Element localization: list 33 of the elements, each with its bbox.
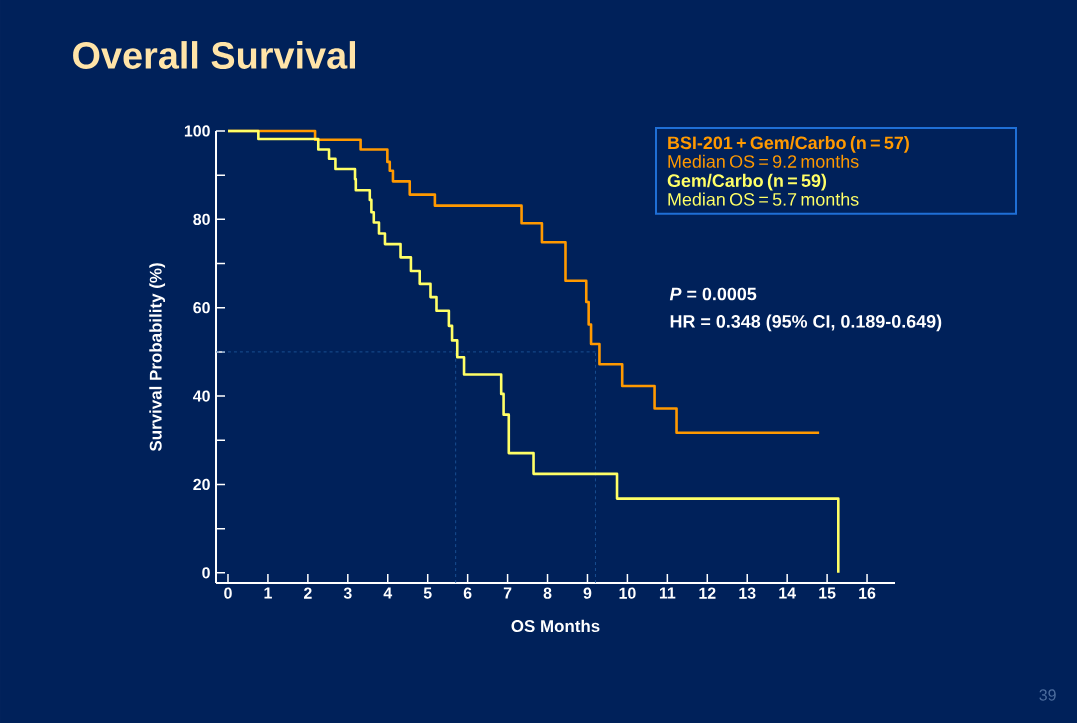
x-tick-label: 15 — [819, 587, 836, 599]
x-tick-label: 7 — [503, 587, 512, 599]
x-tick-label: 1 — [264, 587, 272, 599]
x-tick-label: 0 — [224, 587, 232, 599]
x-tick-label: 8 — [543, 587, 552, 599]
x-tick-label: 16 — [859, 587, 876, 599]
x-tick-label: 12 — [699, 587, 716, 599]
chart-title: Overall Survival — [73, 41, 356, 69]
annotation: Median OS = 5.7 months — [668, 192, 859, 206]
x-tick-label: 6 — [463, 587, 472, 599]
x-tick-label: 10 — [619, 587, 636, 599]
x-tick-label: 13 — [739, 587, 756, 599]
x-tick-label: 2 — [303, 587, 312, 599]
y-tick-label: 40 — [192, 390, 210, 402]
x-tick-label: 5 — [423, 587, 432, 599]
x-tick-label: 11 — [659, 587, 676, 599]
y-tick-label: 20 — [193, 478, 210, 491]
x-tick-label: 4 — [383, 587, 393, 599]
text: BSI-201 + Gem/Carbo (n = 57) — [668, 135, 909, 153]
x-tick-label: 14 — [779, 587, 796, 599]
x-tick-label: 3 — [343, 587, 352, 599]
y-tick-label: 80 — [193, 213, 210, 225]
y-tick-label: 100 — [184, 125, 210, 137]
text: 39 — [1039, 689, 1056, 701]
annotation: Median OS = 9.2 months — [668, 154, 859, 168]
text: Gem/Carbo (n = 59) — [667, 173, 827, 191]
annotation: P = 0.0005 — [669, 287, 757, 301]
x-tick-label: 9 — [583, 587, 592, 599]
x-axis-title: OS Months — [511, 619, 600, 633]
y-tick-label: 60 — [193, 302, 210, 314]
annotation: HR = 0.348 (95% CI, 0.189-0.649) — [670, 314, 942, 332]
y-tick-label: 0 — [202, 567, 210, 579]
y-axis-title: Survival Probability (%) — [149, 263, 166, 452]
